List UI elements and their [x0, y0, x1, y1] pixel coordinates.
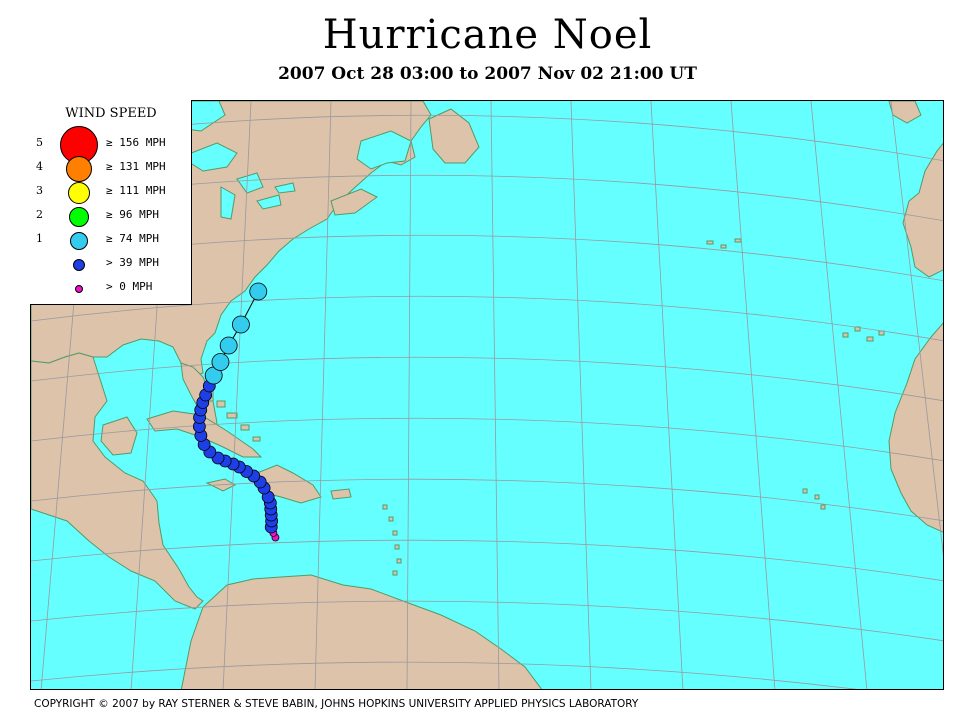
land-iberia — [902, 142, 943, 278]
copyright-notice: COPYRIGHT © 2007 by RAY STERNER & STEVE … — [34, 698, 639, 710]
track-point[interactable] — [211, 353, 230, 371]
legend-label: > 39 MPH — [106, 256, 159, 269]
map-svg — [31, 101, 943, 689]
legend-row-td: > 0 MPH — [30, 276, 192, 298]
legend-label: ≥ 156 MPH — [106, 136, 166, 149]
land-azores — [706, 238, 742, 249]
legend-row-cat2: 2 ≥ 96 MPH — [30, 204, 192, 227]
land-canary-islands — [842, 326, 885, 342]
land-nova-scotia — [330, 188, 378, 216]
land-newfoundland — [428, 108, 480, 164]
map-subtitle: 2007 Oct 28 03:00 to 2007 Nov 02 21:00 U… — [278, 64, 697, 84]
legend-label: > 0 MPH — [106, 280, 153, 293]
legend-swatch-cat4 — [66, 156, 92, 182]
track-points — [192, 282, 280, 542]
legend-label: ≥ 74 MPH — [106, 232, 159, 245]
map-title: Hurricane Noel — [322, 12, 653, 58]
legend-row-cat4: 4 ≥ 131 MPH — [30, 156, 192, 182]
legend-label: ≥ 96 MPH — [106, 208, 159, 221]
legend-row-cat3: 3 ≥ 111 MPH — [30, 180, 192, 204]
legend-label: ≥ 131 MPH — [106, 160, 166, 173]
legend-row-cat5: 5 ≥ 156 MPH — [30, 126, 192, 164]
legend-row-cat1: 1 ≥ 74 MPH — [30, 228, 192, 250]
legend-category: 2 — [36, 208, 43, 221]
great-lakes — [179, 142, 296, 220]
land-puerto-rico — [330, 488, 352, 500]
legend-title: WIND SPEED — [65, 106, 157, 121]
land-cape-verde — [802, 488, 826, 510]
legend-swatch-depression — [75, 285, 83, 293]
legend-category: 3 — [36, 184, 43, 197]
gulf-st-lawrence — [356, 130, 412, 170]
legend-row-ts: > 39 MPH — [30, 252, 192, 274]
legend-swatch-cat3 — [68, 182, 90, 204]
legend-swatch-cat1 — [70, 232, 88, 250]
land-lesser-antilles — [382, 504, 402, 576]
track-point[interactable] — [232, 315, 250, 334]
legend-swatch-cat2 — [69, 207, 89, 227]
legend-category: 5 — [36, 136, 43, 149]
legend: WIND SPEED 5 ≥ 156 MPH 4 ≥ 131 MPH 3 ≥ 1… — [30, 100, 192, 305]
land-yucatan — [100, 416, 138, 456]
legend-category: 1 — [36, 232, 43, 245]
track-point[interactable] — [219, 336, 238, 355]
land-central-america — [31, 352, 204, 610]
legend-category: 4 — [36, 160, 43, 173]
land-africa — [888, 322, 943, 533]
map-area[interactable] — [30, 100, 944, 690]
legend-label: ≥ 111 MPH — [106, 184, 166, 197]
track-point[interactable] — [249, 282, 268, 301]
legend-swatch-tropical-storm — [73, 259, 85, 271]
